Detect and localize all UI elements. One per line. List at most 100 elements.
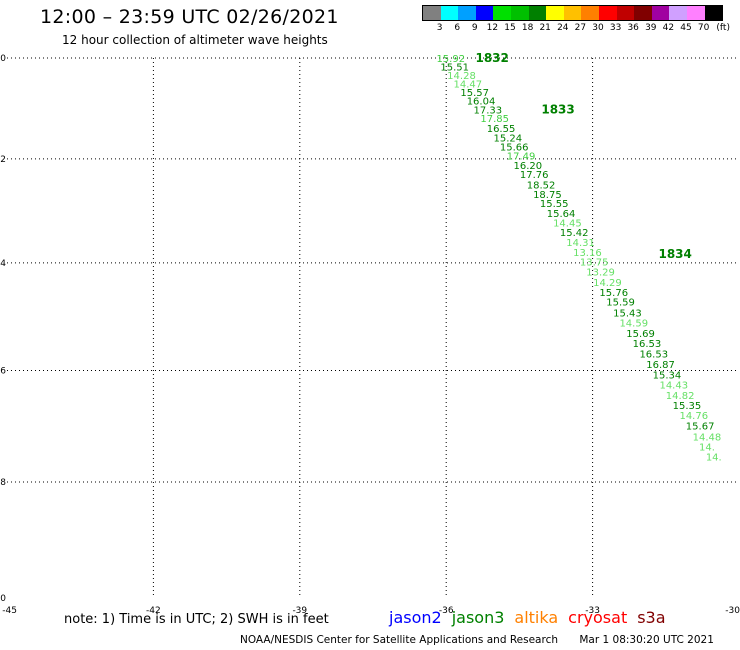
legend-swatch (634, 6, 652, 20)
wave-height-value: 17.49 (507, 152, 536, 163)
wave-height-value: 14.29 (593, 278, 622, 289)
legend-swatch (423, 6, 441, 20)
legend-swatch (686, 6, 705, 20)
lat-tick-label: -50 (0, 594, 6, 604)
wave-height-value: 15.76 (599, 288, 628, 299)
satellite-label-cryosat: cryosat (568, 608, 628, 627)
wave-height-value: 17.85 (480, 114, 509, 125)
map-ticks: -40 -42 -44 -46 -48 -50 -45 -42 -39 -36 -33 -30 (0, 54, 740, 616)
color-legend: 3 6 9 12 15 18 21 24 27 30 33 36 39 42 45 70 (ft) (422, 5, 730, 35)
wave-height-value: 13.16 (573, 248, 602, 259)
wave-height-value: 14. (706, 453, 722, 464)
legend-label: 9 (471, 23, 478, 33)
wave-height-value: 15.35 (673, 401, 702, 412)
legend-label: 42 (662, 23, 675, 33)
page-subtitle: 12 hour collection of altimeter wave hei… (62, 33, 328, 47)
satellite-label-jason2: jason2 (389, 608, 442, 627)
wave-height-value: 16.87 (646, 360, 675, 371)
wave-height-value: 15.55 (540, 199, 569, 210)
wave-height-value: 15.69 (626, 329, 655, 340)
lon-tick-label: -30 (725, 606, 740, 616)
legend-labels: 3 6 9 12 15 18 21 24 27 30 33 36 39 42 45 70 (ft) (422, 23, 730, 35)
wave-height-value: 15.24 (494, 133, 523, 144)
wave-height-value: 15.64 (547, 209, 576, 220)
lat-tick-label: -46 (0, 366, 6, 376)
footer-timestamp: Mar 1 08:30:20 UTC 2021 (579, 634, 714, 646)
legend-swatch (475, 6, 494, 20)
legend-swatch (563, 6, 582, 20)
lon-tick-label: -33 (585, 606, 600, 616)
wave-height-value: 14.47 (454, 79, 483, 90)
lat-tick-label: -40 (0, 54, 6, 64)
legend-unit: (ft) (716, 23, 730, 33)
wave-height-value: 17.76 (520, 170, 549, 181)
legend-swatch (704, 6, 723, 20)
legend-label: 27 (574, 23, 587, 33)
wave-height-value: 14.76 (679, 411, 708, 422)
note-text: note: 1) Time is in UTC; 2) SWH is in fe… (64, 612, 329, 627)
wave-height-value: 14.82 (666, 391, 695, 402)
legend-swatch (598, 6, 617, 20)
wave-height-value: 15.51 (440, 62, 469, 73)
wave-height-value: 15.66 (500, 143, 529, 154)
legend-label: 70 (697, 23, 710, 33)
satellite-label-altika: altika (514, 608, 559, 627)
pass-labels: 18321833183418 (475, 51, 691, 261)
wave-height-value: 15.67 (686, 422, 715, 433)
wave-height-value: 15.92 (436, 54, 465, 65)
legend-label: 24 (557, 23, 569, 33)
wave-height-value: 15.34 (653, 370, 682, 381)
wave-height-value: 16.53 (633, 339, 662, 350)
page-title: 12:00 – 23:59 UTC 02/26/2021 (40, 6, 339, 28)
wave-height-value: 15.57 (460, 88, 489, 99)
lon-tick-label: -39 (292, 606, 307, 616)
wave-height-value: 16.55 (487, 124, 516, 135)
legend-label: 18 (521, 23, 534, 33)
lon-tick-label: -45 (2, 606, 17, 616)
legend-label: 12 (486, 23, 499, 33)
lat-tick-label: -42 (0, 155, 6, 165)
wave-height-points: 15.9215.5114.2814.4715.5716.0417.3317.85… (436, 54, 721, 464)
wave-height-value: 14.43 (659, 381, 688, 392)
wave-height-value: 15.43 (613, 308, 642, 319)
footer-credit: NOAA/NESDIS Center for Satellite Applica… (240, 634, 558, 646)
lat-tick-label: -44 (0, 259, 6, 269)
legend-swatch (493, 6, 511, 20)
satellite-label-s3a: s3a (637, 608, 666, 627)
satellite-legend: jason2 jason3 altika cryosat s3a (389, 608, 676, 627)
pass-number-label: 1832 (475, 51, 508, 65)
wave-height-value: 13.29 (586, 267, 615, 278)
legend-label: 39 (645, 23, 657, 33)
wave-height-value: 14. (699, 442, 715, 453)
lat-tick-label: -48 (0, 478, 6, 488)
wave-height-value: 15.59 (606, 298, 635, 309)
wave-height-value: 14.48 (693, 432, 722, 443)
footer: NOAA/NESDIS Center for Satellite Applica… (240, 634, 714, 646)
legend-swatch (440, 6, 459, 20)
legend-swatch (546, 6, 564, 20)
legend-label: 15 (504, 23, 516, 33)
wave-height-value: 14.28 (447, 71, 476, 82)
pass-number-label: 1833 (541, 103, 574, 117)
satellite-label-jason3: jason3 (451, 608, 505, 627)
wave-height-value: 18.75 (533, 190, 562, 201)
legend-swatch (669, 6, 687, 20)
legend-label: 30 (592, 23, 604, 33)
legend-swatch (616, 6, 635, 20)
pass-number-label: 1834 (658, 247, 691, 261)
legend-label: 45 (680, 23, 692, 33)
wave-height-value: 14.45 (553, 218, 582, 229)
wave-height-value: 16.53 (639, 350, 668, 361)
wave-height-value: 17.33 (474, 106, 503, 117)
lon-tick-label: -36 (439, 606, 454, 616)
wave-height-value: 14.59 (619, 319, 648, 330)
legend-label: 3 (436, 23, 443, 33)
lon-tick-label: -42 (146, 606, 161, 616)
wave-height-value: 16.20 (514, 161, 543, 172)
legend-swatch (510, 6, 529, 20)
legend-swatch (581, 6, 599, 20)
wave-height-value: 16.04 (467, 96, 496, 107)
legend-label: 36 (627, 23, 639, 33)
legend-label: 21 (539, 23, 551, 33)
